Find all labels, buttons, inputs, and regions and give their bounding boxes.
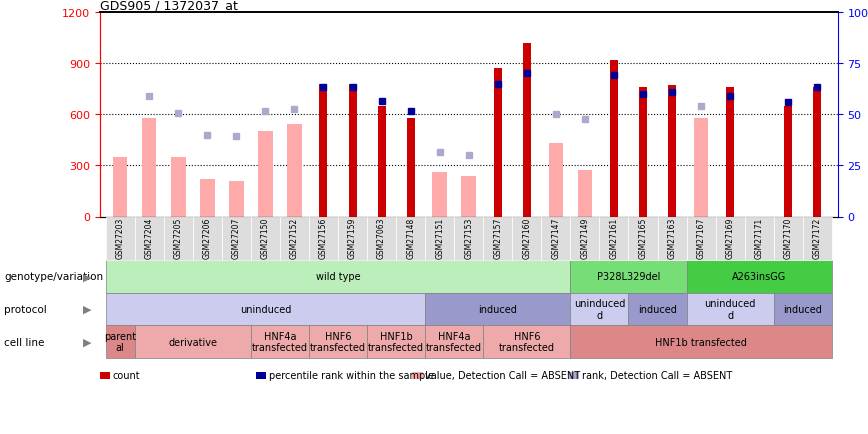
Text: uninduced: uninduced — [240, 304, 291, 314]
Bar — [229, 181, 244, 217]
Text: GSM27148: GSM27148 — [406, 217, 415, 258]
Text: GSM27152: GSM27152 — [290, 217, 299, 258]
Bar — [200, 180, 214, 217]
Text: GSM27160: GSM27160 — [523, 217, 531, 258]
Bar — [406, 118, 415, 217]
Text: GSM27157: GSM27157 — [493, 217, 503, 258]
Bar — [462, 176, 476, 217]
Bar — [577, 171, 592, 217]
Bar — [142, 118, 156, 217]
Text: genotype/variation: genotype/variation — [4, 272, 103, 282]
Text: derivative: derivative — [168, 337, 217, 347]
Bar — [287, 125, 302, 217]
Text: protocol: protocol — [4, 304, 47, 314]
Text: ▶: ▶ — [82, 337, 91, 347]
Text: GSM27172: GSM27172 — [812, 217, 822, 258]
Text: A263insGG: A263insGG — [732, 272, 786, 282]
Text: ▶: ▶ — [82, 304, 91, 314]
Bar — [813, 88, 821, 217]
Text: induced: induced — [783, 304, 822, 314]
Bar — [727, 88, 734, 217]
Bar — [258, 132, 273, 217]
Text: value, Detection Call = ABSENT: value, Detection Call = ABSENT — [425, 371, 581, 380]
Text: uninduced
d: uninduced d — [705, 299, 756, 320]
Text: GSM27147: GSM27147 — [551, 217, 561, 258]
Text: HNF4a
transfected: HNF4a transfected — [252, 331, 308, 352]
Text: GSM27149: GSM27149 — [581, 217, 589, 258]
Bar — [549, 144, 563, 217]
Text: GSM27170: GSM27170 — [784, 217, 792, 258]
Text: HNF1b transfected: HNF1b transfected — [655, 337, 747, 347]
Bar — [610, 61, 618, 217]
Text: HNF6
transfected: HNF6 transfected — [499, 331, 555, 352]
Text: uninduced
d: uninduced d — [574, 299, 625, 320]
Text: GSM27165: GSM27165 — [639, 217, 648, 258]
Text: parent
al: parent al — [104, 331, 136, 352]
Text: GSM27151: GSM27151 — [435, 217, 444, 258]
Text: GSM27163: GSM27163 — [667, 217, 676, 258]
Text: GSM27169: GSM27169 — [726, 217, 734, 258]
Text: GSM27207: GSM27207 — [232, 217, 240, 258]
Text: GSM27161: GSM27161 — [609, 217, 619, 258]
Text: P328L329del: P328L329del — [597, 272, 661, 282]
Bar — [378, 106, 385, 217]
Text: GSM27203: GSM27203 — [115, 217, 125, 258]
Text: GSM27205: GSM27205 — [174, 217, 183, 258]
Text: GSM27171: GSM27171 — [754, 217, 764, 258]
Text: HNF6
transfected: HNF6 transfected — [310, 331, 366, 352]
Bar — [668, 86, 676, 217]
Bar — [639, 88, 647, 217]
Bar — [494, 69, 502, 217]
Text: ▶: ▶ — [82, 272, 91, 282]
Text: HNF4a
transfected: HNF4a transfected — [426, 331, 483, 352]
Text: induced: induced — [638, 304, 677, 314]
Text: GSM27153: GSM27153 — [464, 217, 473, 258]
Text: cell line: cell line — [4, 337, 45, 347]
Text: GSM27206: GSM27206 — [203, 217, 212, 258]
Text: percentile rank within the sample: percentile rank within the sample — [269, 371, 434, 380]
Text: GSM27159: GSM27159 — [348, 217, 357, 258]
Bar — [113, 158, 128, 217]
Bar — [432, 173, 447, 217]
Text: count: count — [113, 371, 141, 380]
Text: GSM27150: GSM27150 — [261, 217, 270, 258]
Text: induced: induced — [478, 304, 517, 314]
Bar — [349, 84, 357, 217]
Text: GDS905 / 1372037_at: GDS905 / 1372037_at — [100, 0, 238, 12]
Text: wild type: wild type — [316, 272, 360, 282]
Bar — [523, 44, 531, 217]
Text: GSM27063: GSM27063 — [377, 217, 386, 258]
Text: rank, Detection Call = ABSENT: rank, Detection Call = ABSENT — [582, 371, 732, 380]
Bar — [171, 158, 186, 217]
Bar — [785, 106, 792, 217]
Text: GSM27167: GSM27167 — [697, 217, 706, 258]
Text: GSM27204: GSM27204 — [145, 217, 154, 258]
Text: GSM27156: GSM27156 — [319, 217, 328, 258]
Bar — [694, 118, 708, 217]
Bar — [319, 84, 327, 217]
Text: HNF1b
transfected: HNF1b transfected — [368, 331, 424, 352]
